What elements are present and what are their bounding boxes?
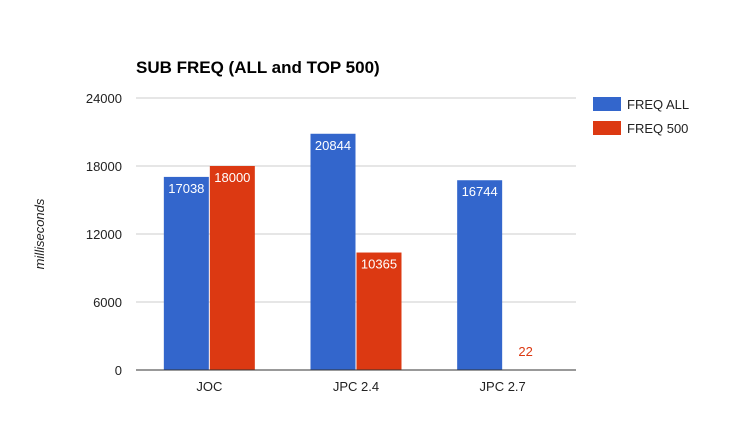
data-label: 17038 <box>168 181 204 196</box>
data-label: 16744 <box>462 184 498 199</box>
y-axis-label: milliseconds <box>32 198 47 269</box>
legend-item: FREQ ALL <box>593 97 689 112</box>
y-axis-ticks: 0 6000 12000 18000 24000 <box>86 91 122 378</box>
legend-label: FREQ 500 <box>627 121 688 136</box>
legend-swatch <box>593 97 621 111</box>
bar-freq-500 <box>209 166 255 370</box>
legend-item: FREQ 500 <box>593 121 688 136</box>
x-tick-label: JPC 2.4 <box>333 379 379 394</box>
x-tick-label: JPC 2.7 <box>480 379 526 394</box>
legend-label: FREQ ALL <box>627 97 689 112</box>
data-label: 18000 <box>214 170 250 185</box>
chart-title: SUB FREQ (ALL and TOP 500) <box>136 58 380 77</box>
data-label: 22 <box>518 344 532 359</box>
x-tick-label: JOC <box>196 379 222 394</box>
legend-swatch <box>593 121 621 135</box>
bar-freq-all <box>163 176 209 370</box>
legend: FREQ ALL FREQ 500 <box>593 97 689 136</box>
x-axis-ticks: JOC JPC 2.4 JPC 2.7 <box>196 379 525 394</box>
bar-freq-500 <box>356 252 402 370</box>
y-tick-label: 6000 <box>93 295 122 310</box>
bars <box>163 133 549 370</box>
y-tick-label: 12000 <box>86 227 122 242</box>
bar-freq-all <box>310 133 356 370</box>
data-label: 20844 <box>315 138 351 153</box>
gridlines <box>136 97 576 303</box>
y-tick-label: 18000 <box>86 159 122 174</box>
bar-freq-all <box>457 180 503 370</box>
data-label: 10365 <box>361 257 397 272</box>
y-tick-label: 24000 <box>86 91 122 106</box>
data-labels: 17038 18000 20844 10365 16744 22 <box>168 138 533 359</box>
y-tick-label: 0 <box>115 363 122 378</box>
